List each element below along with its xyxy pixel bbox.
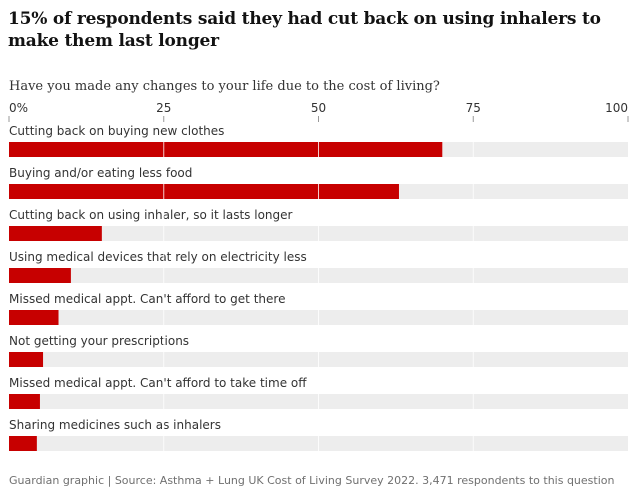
- x-tick-label: 25: [156, 101, 171, 115]
- x-tick-label: 100: [605, 101, 628, 115]
- headline: 15% of respondents said they had cut bac…: [8, 9, 601, 51]
- category-label: Missed medical appt. Can't afford to tak…: [9, 376, 307, 390]
- chart-title: Have you made any changes to your life d…: [9, 79, 440, 94]
- x-tick-label: 75: [466, 101, 481, 115]
- bar: [9, 310, 59, 325]
- bar: [9, 436, 37, 451]
- bar: [9, 142, 443, 157]
- category-label: Cutting back on using inhaler, so it las…: [9, 208, 293, 222]
- category-label: Buying and/or eating less food: [9, 166, 192, 180]
- bar: [9, 226, 102, 241]
- source-note: Guardian graphic | Source: Asthma + Lung…: [9, 474, 615, 487]
- x-tick-label: 50: [311, 101, 326, 115]
- category-label: Not getting your prescriptions: [9, 334, 189, 348]
- category-label: Cutting back on buying new clothes: [9, 124, 224, 138]
- category-label: Missed medical appt. Can't afford to get…: [9, 292, 285, 306]
- category-label: Using medical devices that rely on elect…: [9, 250, 307, 264]
- bar: [9, 352, 44, 367]
- bar: [9, 268, 71, 283]
- category-label: Sharing medicines such as inhalers: [9, 418, 221, 432]
- x-tick-label: 0%: [9, 101, 28, 115]
- bar: [9, 394, 40, 409]
- bar: [9, 184, 399, 199]
